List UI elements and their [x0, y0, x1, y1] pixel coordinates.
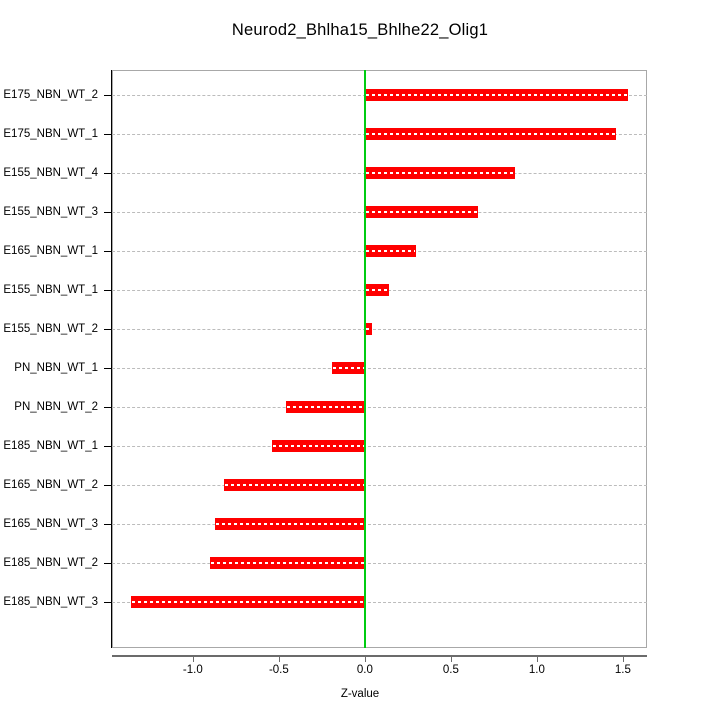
y-axis-tick — [104, 133, 112, 135]
gridline — [112, 445, 647, 447]
plot-area — [112, 70, 647, 648]
x-axis-tick-label: -0.5 — [268, 664, 289, 676]
gridline — [112, 328, 647, 330]
y-axis-tick — [104, 211, 112, 213]
zero-reference-line — [363, 70, 366, 648]
y-axis-label: PN_NBN_WT_1 — [14, 361, 98, 374]
chart-title: Neurod2_Bhlha15_Bhlhe22_Olig1 — [231, 21, 489, 39]
y-axis-label: E155_NBN_WT_4 — [3, 166, 98, 179]
gridline — [112, 484, 647, 486]
y-axis-tick — [104, 172, 112, 174]
bar[interactable] — [364, 244, 417, 257]
x-axis-tick — [278, 655, 280, 662]
bar[interactable] — [271, 439, 365, 452]
x-axis-title: Z-value — [340, 688, 380, 700]
y-axis-label: E165_NBN_WT_2 — [3, 478, 98, 491]
y-axis-tick — [104, 562, 112, 564]
y-axis-line — [111, 70, 112, 648]
bar[interactable] — [364, 283, 389, 296]
bar[interactable] — [210, 556, 365, 569]
y-axis-tick — [104, 94, 112, 96]
x-axis-tick-label: -1.0 — [182, 664, 203, 676]
y-axis-label: E185_NBN_WT_3 — [3, 595, 98, 608]
y-axis-label: E155_NBN_WT_2 — [3, 322, 98, 335]
y-axis-label: E185_NBN_WT_2 — [3, 556, 98, 569]
bar[interactable] — [364, 322, 372, 335]
y-axis-tick — [104, 289, 112, 291]
y-axis-tick — [104, 367, 112, 369]
x-axis-tick — [364, 655, 366, 662]
x-axis-line — [112, 655, 647, 657]
y-axis-tick — [104, 601, 112, 603]
x-axis-tick — [622, 655, 624, 662]
y-axis-label: E175_NBN_WT_2 — [3, 88, 98, 101]
y-axis-tick — [104, 250, 112, 252]
x-axis-tick — [450, 655, 452, 662]
bar[interactable] — [130, 595, 365, 608]
bar[interactable] — [364, 205, 479, 218]
gridline — [112, 562, 647, 564]
gridline — [112, 523, 647, 525]
bar[interactable] — [364, 166, 515, 179]
bar[interactable] — [215, 517, 365, 530]
y-axis-label: E165_NBN_WT_1 — [3, 244, 98, 257]
y-axis-tick — [104, 484, 112, 486]
gridline — [112, 367, 647, 369]
x-axis-tick-label: 0.5 — [442, 664, 459, 676]
gridline — [112, 601, 647, 603]
plot-frame — [112, 70, 647, 648]
x-axis-tick — [536, 655, 538, 662]
bar[interactable] — [285, 400, 365, 413]
y-axis-label: PN_NBN_WT_2 — [14, 400, 98, 413]
y-axis-label: E175_NBN_WT_1 — [3, 127, 98, 140]
x-axis-tick — [192, 655, 194, 662]
y-axis-label: E185_NBN_WT_1 — [3, 439, 98, 452]
y-axis-tick — [104, 328, 112, 330]
bar[interactable] — [364, 88, 629, 101]
bar[interactable] — [223, 478, 365, 491]
y-axis-tick — [104, 445, 112, 447]
x-axis-tick-label: 1.5 — [614, 664, 631, 676]
x-axis-tick-label: 0.0 — [356, 664, 373, 676]
bar[interactable] — [364, 127, 617, 140]
y-axis-label: E165_NBN_WT_3 — [3, 517, 98, 530]
y-axis-tick — [104, 406, 112, 408]
bar[interactable] — [332, 361, 365, 374]
y-axis-label: E155_NBN_WT_3 — [3, 205, 98, 218]
y-axis-tick — [104, 523, 112, 525]
y-axis-label: E155_NBN_WT_1 — [3, 283, 98, 296]
x-axis-tick-label: 1.0 — [528, 664, 545, 676]
gridline — [112, 406, 647, 408]
